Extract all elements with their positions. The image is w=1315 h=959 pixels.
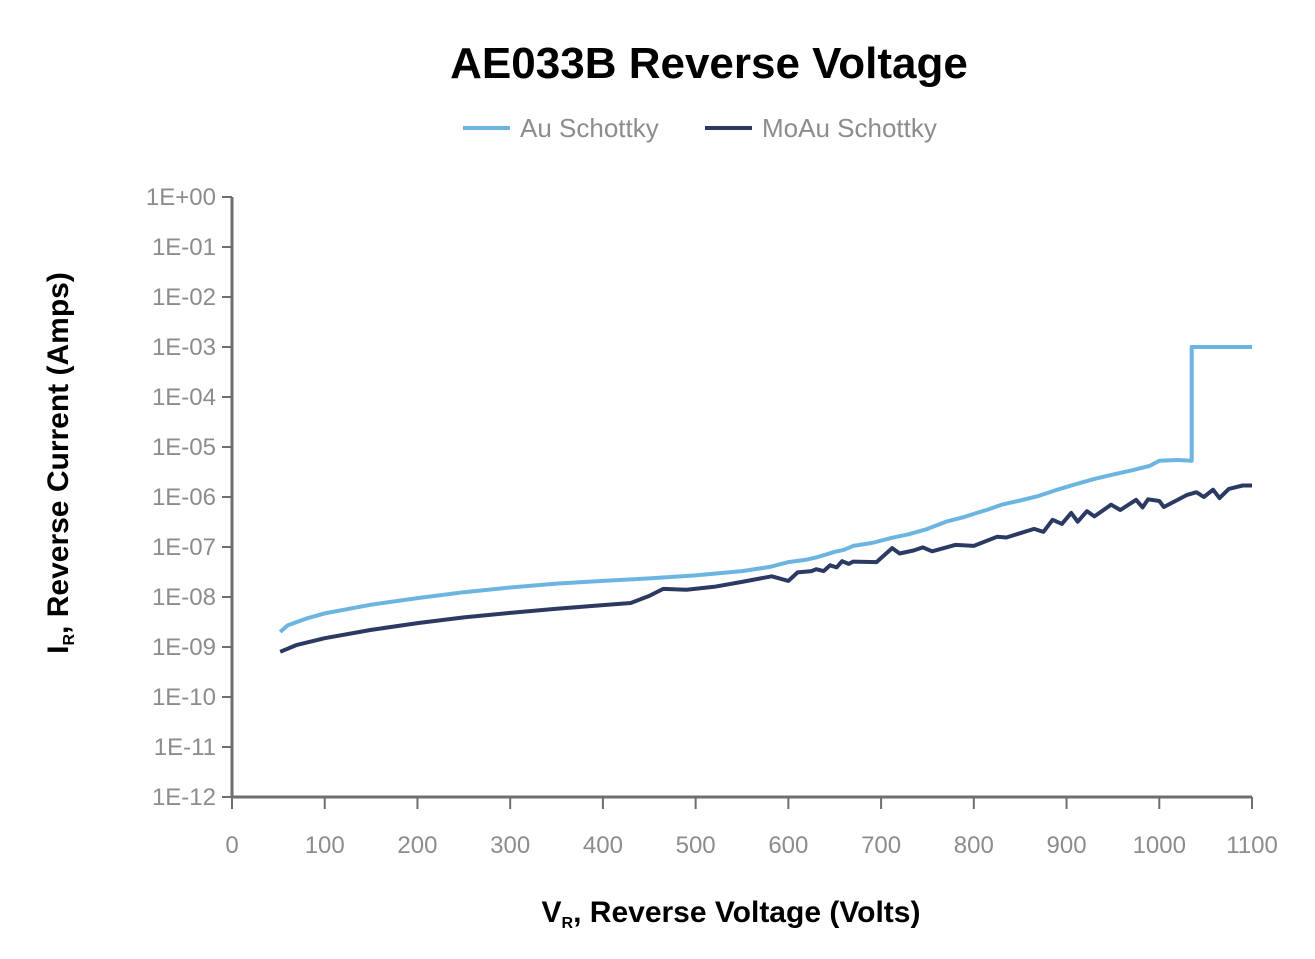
- x-axis-title: VR, Reverse Voltage (Volts): [542, 896, 921, 932]
- x-tick-label: 800: [954, 832, 994, 859]
- x-ticks: 0 100 200 300 400 500 600 700 800 900 1000 1100: [225, 797, 1278, 859]
- legend-label-au: Au Schottky: [520, 113, 659, 143]
- x-tick-label: 500: [676, 832, 716, 859]
- x-axis-title-rest: , Reverse Voltage (Volts): [573, 896, 920, 929]
- y-tick-label: 1E-08: [152, 584, 216, 611]
- series-layer: [278, 345, 1252, 654]
- y-axis-title-main: I: [42, 646, 75, 654]
- series-line-au-schottky: [278, 345, 1252, 634]
- legend-item-au: Au Schottky: [463, 113, 659, 143]
- y-tick-label: 1E-06: [152, 484, 216, 511]
- x-axis-title-main: V: [542, 896, 562, 929]
- y-tick-label: 1E-02: [152, 284, 216, 311]
- x-tick-label: 100: [305, 832, 345, 859]
- y-tick-label: 1E-09: [152, 634, 216, 661]
- legend-item-moau: MoAu Schottky: [705, 113, 937, 143]
- y-tick-label: 1E-04: [152, 384, 216, 411]
- chart-title: AE033B Reverse Voltage: [450, 39, 968, 88]
- y-tick-label: 1E-05: [152, 434, 216, 461]
- y-tick-label: 1E-07: [152, 534, 216, 561]
- y-ticks: 1E+00 1E-01 1E-02 1E-03 1E-04 1E-05 1E-06 1E-07…: [146, 184, 232, 811]
- y-axis-title-sub: R: [61, 634, 78, 646]
- x-tick-label: 700: [861, 832, 901, 859]
- x-tick-label: 0: [225, 832, 238, 859]
- x-tick-label: 600: [768, 832, 808, 859]
- y-axis-title-rest: , Reverse Current (Amps): [42, 272, 75, 634]
- y-tick-label: 1E-10: [152, 684, 216, 711]
- x-tick-label: 400: [583, 832, 623, 859]
- series-line-moau-schottky: [279, 483, 1252, 654]
- x-tick-label: 300: [490, 832, 530, 859]
- y-axis-title: IR, Reverse Current (Amps): [42, 272, 78, 654]
- y-tick-label: 1E-03: [152, 334, 216, 361]
- x-tick-label: 200: [397, 832, 437, 859]
- x-tick-label: 1000: [1133, 832, 1186, 859]
- x-tick-label: 1100: [1226, 832, 1278, 859]
- x-axis-title-sub: R: [562, 915, 574, 932]
- y-tick-label: 1E-11: [154, 734, 216, 761]
- legend: Au Schottky MoAu Schottky: [463, 113, 937, 143]
- legend-label-moau: MoAu Schottky: [762, 113, 937, 143]
- x-tick-label: 900: [1047, 832, 1087, 859]
- y-tick-label: 1E-01: [152, 234, 216, 261]
- y-tick-label: 1E-12: [152, 784, 216, 811]
- y-tick-label: 1E+00: [146, 184, 216, 211]
